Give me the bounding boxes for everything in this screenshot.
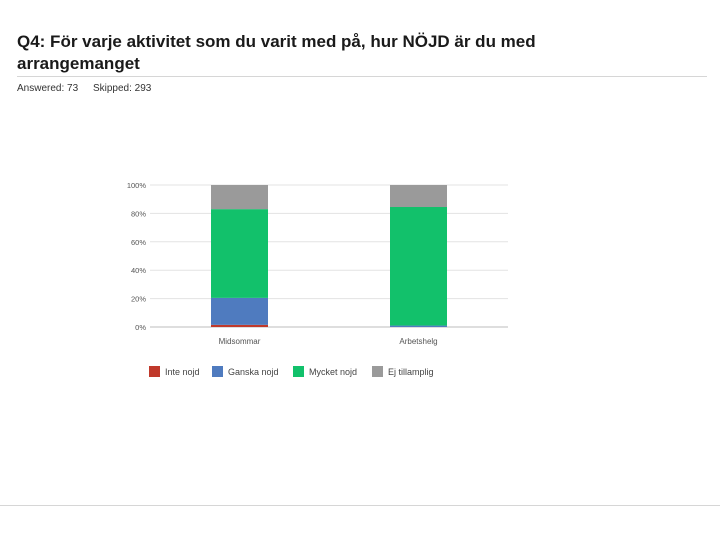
legend: Inte nojd Ganska nojd Mycket nojd Ej tillam… (149, 366, 434, 377)
legend-label: Ej tillamplig (388, 367, 434, 377)
footer-divider (0, 505, 720, 506)
y-tick-label: 60% (131, 238, 146, 247)
category-label: Midsommar (219, 337, 261, 346)
legend-swatch (212, 366, 223, 377)
legend-swatch (149, 366, 160, 377)
y-tick-label: 40% (131, 266, 146, 275)
page-title: Q4: För varje aktivitet som du varit med… (17, 32, 536, 73)
answered-count: Answered: 73 (17, 83, 79, 94)
category-label: Arbetshelg (399, 337, 437, 346)
bar-segment (211, 209, 268, 298)
response-stats: Answered: 73 Skipped: 293 (17, 83, 163, 94)
skipped-count: Skipped: 293 (92, 83, 152, 94)
title-divider (17, 76, 707, 77)
bar-segment (390, 185, 447, 208)
y-tick-label: 80% (131, 209, 146, 218)
legend-label: Ganska nojd (228, 367, 279, 377)
bar-segment (211, 324, 268, 327)
y-axis-ticks: 0% 20% 40% 60% 80% 100% (127, 181, 147, 332)
bar-segment (390, 207, 447, 326)
x-axis-categories: Midsommar Arbetshelg (219, 337, 438, 346)
bars (211, 185, 447, 327)
legend-label: Inte nojd (165, 367, 200, 377)
y-tick-label: 0% (135, 323, 146, 332)
legend-swatch (372, 366, 383, 377)
grid-lines (150, 184, 508, 328)
bar-segment (390, 325, 447, 327)
y-tick-label: 100% (127, 181, 147, 190)
bar-segment (211, 297, 268, 325)
y-tick-label: 20% (131, 295, 146, 304)
legend-swatch (293, 366, 304, 377)
legend-label: Mycket nojd (309, 367, 357, 377)
bar-segment (211, 185, 268, 210)
